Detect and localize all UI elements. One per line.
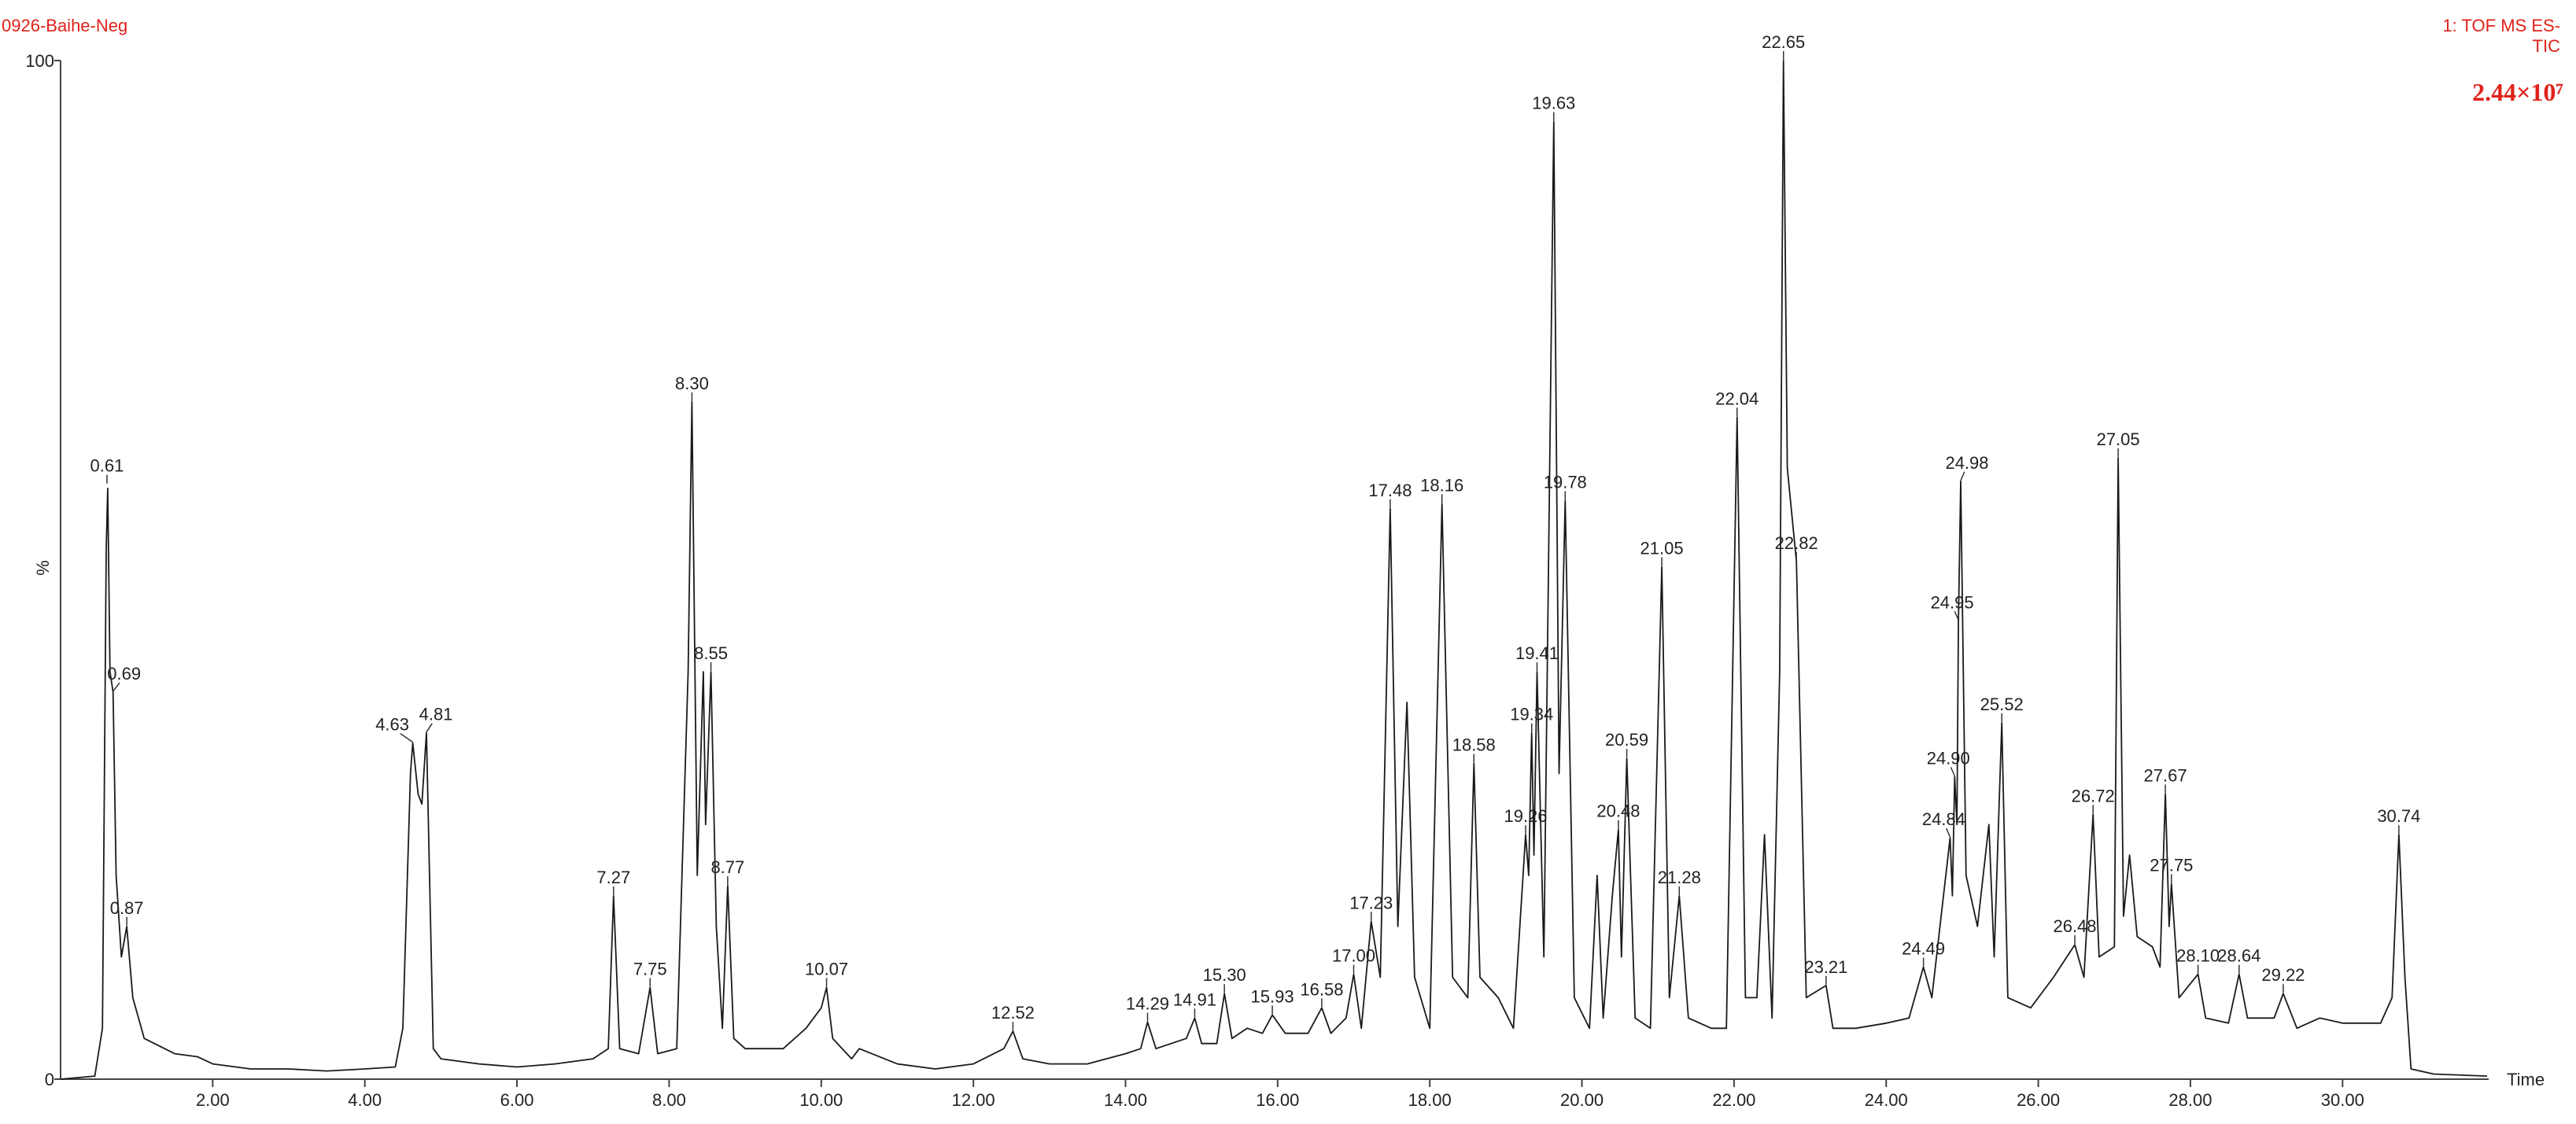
x-tick-label: 28.00 — [2168, 1090, 2212, 1110]
x-tick-label: 14.00 — [1104, 1090, 1147, 1110]
peak-label: 17.00 — [1332, 946, 1375, 966]
peak-label: 23.21 — [1804, 957, 1847, 977]
peak-leader — [400, 733, 414, 743]
peak-label: 19.34 — [1510, 705, 1553, 724]
peak-label: 0.69 — [107, 664, 141, 684]
peak-label: 24.95 — [1931, 592, 1974, 612]
y-tick-label: 0 — [45, 1070, 54, 1089]
peak-label: 4.81 — [419, 705, 453, 724]
peak-label: 0.87 — [110, 898, 144, 918]
x-tick-label: 16.00 — [1256, 1090, 1299, 1110]
peak-label: 27.05 — [2097, 429, 2140, 449]
x-tick-label: 18.00 — [1408, 1090, 1452, 1110]
peak-label: 26.48 — [2053, 916, 2096, 936]
peak-label: 21.05 — [1640, 539, 1684, 558]
peak-label: 30.74 — [2377, 806, 2420, 826]
peak-label: 20.48 — [1596, 802, 1640, 821]
peak-label: 7.75 — [633, 959, 667, 978]
peak-label: 17.48 — [1368, 481, 1412, 500]
peak-label: 0.61 — [90, 456, 124, 476]
peak-label: 19.41 — [1515, 643, 1559, 663]
peak-label: 20.59 — [1605, 730, 1648, 750]
peak-label: 19.63 — [1532, 94, 1575, 113]
peak-label: 22.65 — [1762, 32, 1805, 52]
peak-leader — [1945, 827, 1951, 838]
chart-title: 0926-Baihe-Neg — [2, 16, 127, 35]
peak-label: 26.72 — [2072, 786, 2115, 805]
peak-label: 14.91 — [1173, 989, 1216, 1009]
peak-label: 24.49 — [1902, 939, 1945, 959]
x-tick-label: 8.00 — [652, 1090, 686, 1110]
peak-label: 4.63 — [375, 715, 409, 735]
x-axis-label: Time — [2507, 1070, 2545, 1089]
peak-label: 28.64 — [2217, 946, 2260, 966]
x-tick-label: 20.00 — [1560, 1090, 1604, 1110]
peak-leader — [1954, 610, 1959, 621]
peak-label: 27.67 — [2144, 765, 2187, 785]
peak-label: 19.26 — [1504, 806, 1547, 826]
peak-label: 24.84 — [1922, 809, 1965, 829]
peak-label: 18.58 — [1452, 735, 1496, 755]
peak-label: 8.55 — [694, 643, 728, 663]
intensity: 2.44×10⁷ — [2472, 78, 2563, 106]
peak-label: 29.22 — [2261, 965, 2305, 985]
peak-label: 18.16 — [1420, 475, 1463, 495]
header-line: TIC — [2533, 36, 2561, 56]
peak-label: 25.52 — [1980, 695, 2024, 714]
x-tick-label: 6.00 — [500, 1090, 534, 1110]
peak-leader — [1950, 767, 1955, 776]
x-tick-label: 26.00 — [2017, 1090, 2060, 1110]
y-axis-label: % — [33, 560, 53, 576]
peak-label: 12.52 — [991, 1003, 1035, 1023]
peak-label: 15.30 — [1203, 965, 1246, 985]
peak-label: 22.82 — [1775, 533, 1818, 553]
peak-label: 27.75 — [2150, 855, 2193, 875]
peak-label: 16.58 — [1300, 979, 1343, 999]
peak-label: 8.30 — [675, 374, 709, 393]
peak-label: 15.93 — [1251, 986, 1294, 1006]
peak-label: 19.78 — [1544, 472, 1587, 492]
peak-label: 21.28 — [1658, 868, 1701, 887]
x-tick-label: 24.00 — [1865, 1090, 1908, 1110]
peak-label: 17.23 — [1349, 893, 1393, 912]
x-tick-label: 2.00 — [196, 1090, 230, 1110]
x-tick-label: 10.00 — [799, 1090, 843, 1110]
x-tick-label: 30.00 — [2321, 1090, 2364, 1110]
peak-label: 10.07 — [805, 959, 848, 978]
peak-label: 22.04 — [1715, 389, 1759, 408]
peak-label: 24.90 — [1927, 748, 1970, 768]
y-tick-label: 100 — [25, 51, 54, 71]
peak-leader — [1960, 471, 1965, 481]
tic-trace — [60, 60, 2488, 1080]
peak-label: 14.29 — [1126, 993, 1169, 1013]
peak-leader — [113, 682, 120, 692]
peak-label: 8.77 — [710, 857, 744, 877]
peak-label: 28.10 — [2176, 946, 2220, 966]
peak-label: 7.27 — [596, 868, 630, 887]
header-line: 1: TOF MS ES- — [2442, 16, 2560, 35]
x-tick-label: 4.00 — [348, 1090, 382, 1110]
x-tick-label: 22.00 — [1712, 1090, 1755, 1110]
x-tick-label: 12.00 — [952, 1090, 995, 1110]
peak-label: 24.98 — [1945, 453, 1988, 473]
peak-leader — [426, 723, 433, 733]
